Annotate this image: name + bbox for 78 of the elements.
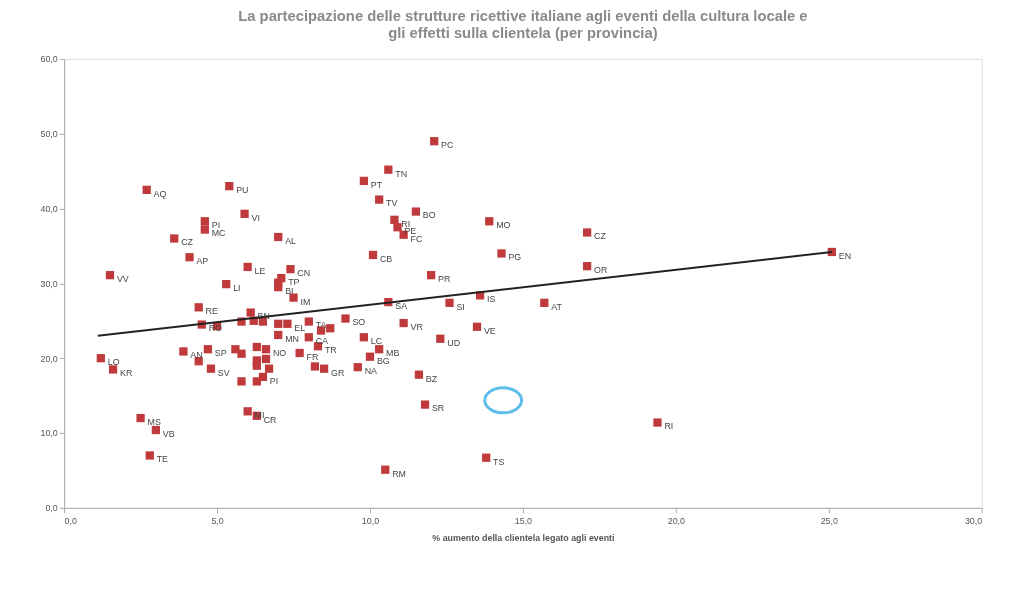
data-label: MC xyxy=(211,228,227,239)
y-tick-label: 50,0 xyxy=(40,129,58,140)
data-label: CZ xyxy=(181,237,194,248)
data-label: PI xyxy=(211,220,221,231)
data-label: SA xyxy=(395,301,408,311)
data-label: SP xyxy=(214,348,227,359)
data-label: CB xyxy=(379,253,393,264)
data-label: PU xyxy=(236,185,249,196)
data-label: RM xyxy=(392,468,406,479)
data-label: AQ xyxy=(153,188,167,199)
data-label: GR xyxy=(331,367,345,378)
data-label: TN xyxy=(395,168,408,179)
x-tick-label: 30,0 xyxy=(964,516,983,527)
data-label: CZ xyxy=(594,231,607,242)
data-label: LI xyxy=(233,283,241,294)
x-tick-label: 25,0 xyxy=(820,516,838,527)
data-label: RI xyxy=(664,421,674,432)
x-axis-title: % aumento della clientela legato agli eventi xyxy=(432,532,615,543)
data-label: SO xyxy=(352,317,366,328)
data-label: CA xyxy=(315,336,329,347)
data-label: PG xyxy=(508,252,522,263)
data-label: IM xyxy=(300,296,311,307)
data-label: BI xyxy=(285,286,294,297)
data-label: MO xyxy=(496,220,511,231)
x-tick-label: 0,0 xyxy=(64,516,78,527)
data-label: VV xyxy=(116,274,129,285)
x-tick-label: 15,0 xyxy=(514,516,533,527)
data-label: NO xyxy=(272,348,287,359)
data-label: PC xyxy=(441,140,455,151)
data-label: AL xyxy=(285,235,297,246)
data-label: AN xyxy=(190,350,203,361)
data-label: AP xyxy=(196,256,209,267)
data-label: PI xyxy=(269,375,279,386)
data-label: SV xyxy=(217,367,230,378)
text: La partecipazione delle strutture ricettive italiane agli eventi della cultura locale e xyxy=(238,8,808,25)
data-label: MS xyxy=(147,416,161,427)
data-label: BZ xyxy=(425,373,438,384)
y-tick-label: 40,0 xyxy=(40,204,58,215)
data-label: TV xyxy=(386,198,398,209)
y-tick-label: 10,0 xyxy=(40,428,58,439)
data-label: AT xyxy=(551,301,563,312)
data-label: VE xyxy=(483,325,496,336)
data-label: MN xyxy=(285,333,299,344)
data-label: OR xyxy=(594,265,608,276)
data-label: IS xyxy=(486,294,496,305)
y-tick-label: 30,0 xyxy=(40,278,58,289)
data-label: VB xyxy=(162,428,175,439)
data-label: SI xyxy=(456,301,465,312)
text: gli effetti sulla clientela (per provincia) xyxy=(388,25,658,42)
data-label: TS xyxy=(493,456,505,467)
y-tick-label: 60,0 xyxy=(40,54,58,65)
data-label: PR xyxy=(438,274,451,285)
data-label: VI xyxy=(251,212,260,223)
data-label: VR xyxy=(410,321,423,332)
data-label: SR xyxy=(431,403,445,414)
y-tick-label: 20,0 xyxy=(40,353,58,364)
data-label: PT xyxy=(370,179,383,190)
data-label: LC xyxy=(370,336,383,347)
data-label: LE xyxy=(254,265,266,276)
data-label: BO xyxy=(422,210,436,221)
data-label: CR xyxy=(263,414,277,425)
data-label: EN xyxy=(838,250,852,261)
data-label: NA xyxy=(364,366,378,377)
x-tick-label: 20,0 xyxy=(667,516,686,527)
data-label: EL xyxy=(294,322,306,333)
data-label: CN xyxy=(297,268,311,279)
data-label: LO xyxy=(107,357,120,368)
data-label: UD xyxy=(447,337,461,348)
data-label: TP xyxy=(288,277,300,288)
data-label: TE xyxy=(156,454,169,465)
data-label: TR xyxy=(324,345,337,356)
data-label: RI xyxy=(401,218,411,229)
data-label: KR xyxy=(119,368,133,379)
x-tick-label: 10,0 xyxy=(361,516,380,527)
data-label: RE xyxy=(205,306,219,317)
x-tick-label: 5,0 xyxy=(211,516,224,527)
y-tick-label: 0,0 xyxy=(45,503,58,514)
data-label: FR xyxy=(306,351,319,362)
